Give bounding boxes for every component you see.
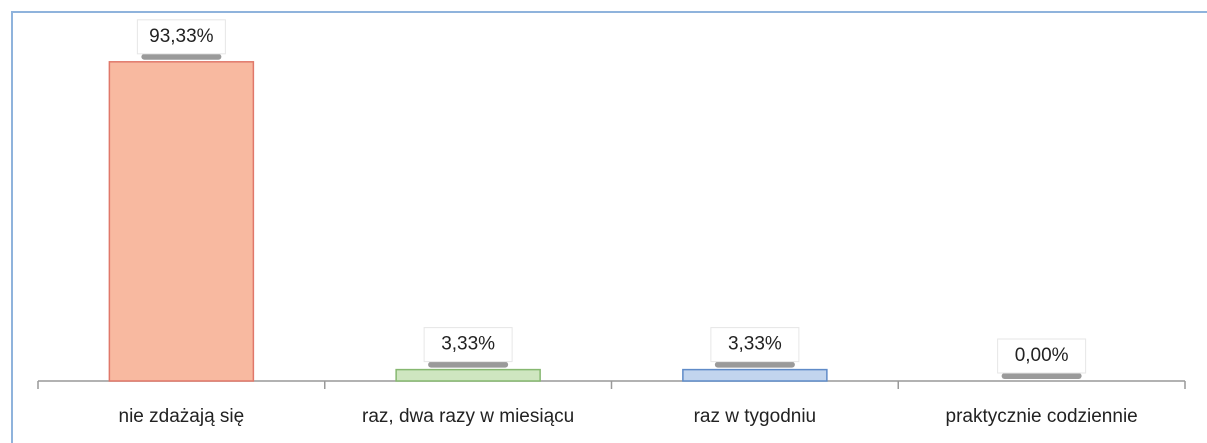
data-label-box <box>997 338 1087 374</box>
data-label-shadow <box>1001 373 1082 379</box>
x-tick-label: raz w tygodniu <box>694 406 817 427</box>
bar <box>108 61 255 382</box>
data-label-box <box>710 327 800 363</box>
data-label-shadow <box>141 53 222 60</box>
x-tick-label: raz, dwa razy w miesiącu <box>362 406 574 427</box>
bar <box>682 368 828 382</box>
data-label-box <box>136 19 226 55</box>
data-label: 93,33% <box>149 26 214 47</box>
data-label-shadow <box>428 361 509 368</box>
chart-frame <box>11 11 1207 443</box>
x-tick-label: praktycznie codziennie <box>946 406 1138 427</box>
data-label-box <box>423 327 513 363</box>
data-label: 3,33% <box>728 334 782 355</box>
x-tick-label: nie zdażają się <box>119 406 245 427</box>
data-label: 3,33% <box>441 334 495 355</box>
bar <box>395 368 541 382</box>
data-label: 0,00% <box>1015 345 1069 366</box>
data-label-shadow <box>714 361 795 368</box>
